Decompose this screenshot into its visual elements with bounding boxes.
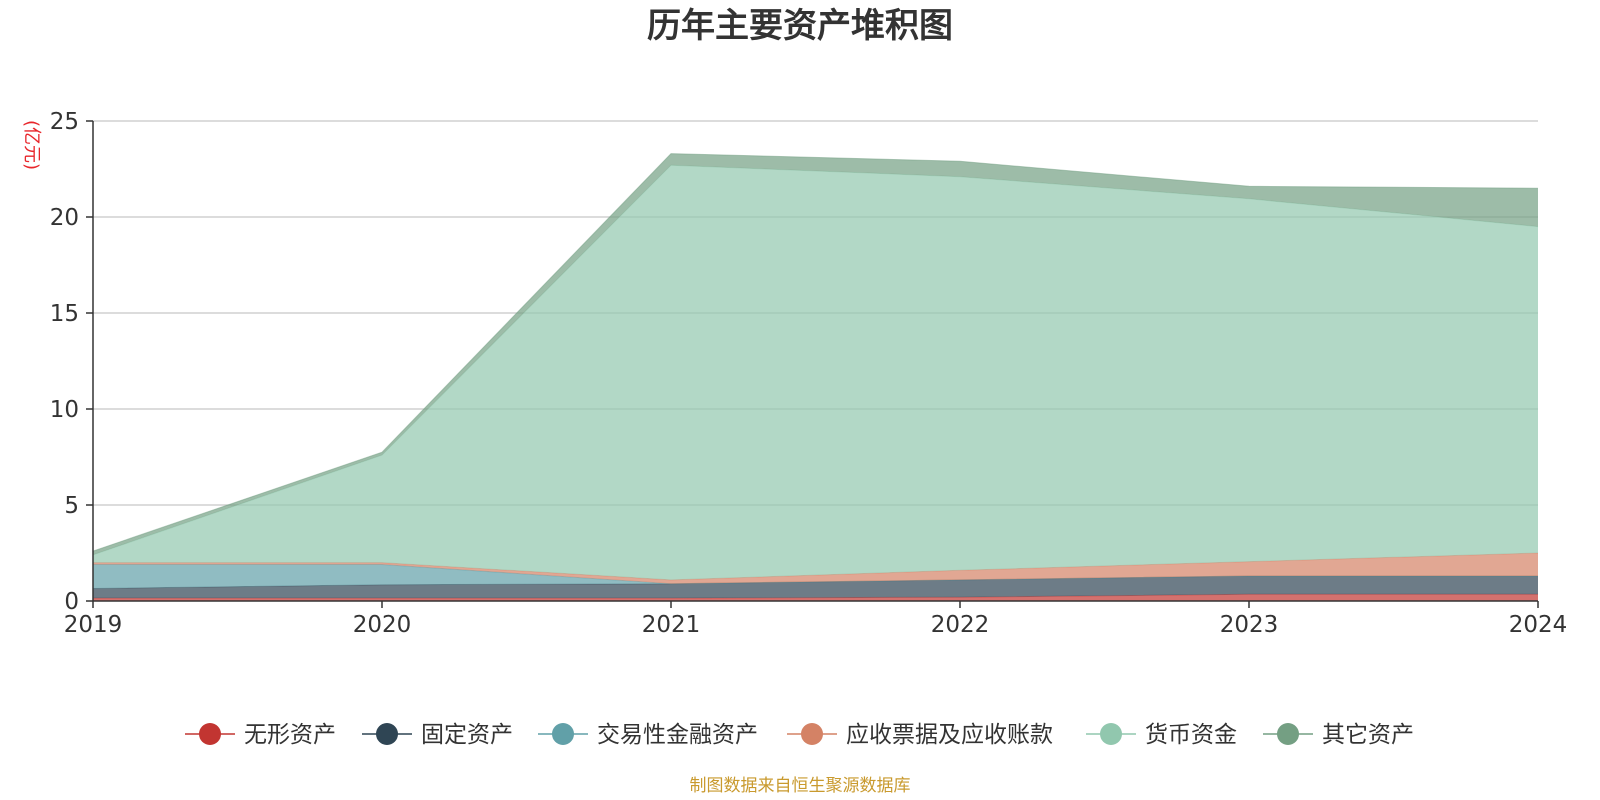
area-series-2: [93, 564, 1538, 589]
x-tick-label: 2022: [931, 612, 990, 638]
legend-marker-3: [801, 723, 823, 745]
x-tick-label: 2023: [1220, 612, 1279, 638]
legend-marker-4: [1100, 723, 1122, 745]
chart-title: 历年主要资产堆积图: [647, 6, 953, 46]
x-tick-label: 2020: [353, 612, 412, 638]
axes: 0 5 10 15 20 25 2019 2020 2021 2022 2023 2024: [50, 109, 1568, 638]
legend-marker-1: [376, 723, 398, 745]
legend-label: 固定资产: [421, 722, 513, 748]
y-tick-label: 5: [64, 493, 79, 519]
y-tick-label: 25: [50, 109, 79, 135]
legend-marker-5: [1277, 723, 1299, 745]
legend-marker-0: [199, 723, 221, 745]
area-series-4: [93, 165, 1538, 580]
y-axis-unit-label: (亿元): [21, 120, 42, 170]
area-series-3: [93, 553, 1538, 584]
area-series-5-edge: [92, 153, 1539, 552]
y-tick-label: 20: [50, 205, 79, 231]
legend-label: 交易性金融资产: [597, 722, 758, 748]
legend-label: 其它资产: [1322, 722, 1414, 748]
y-tick-label: 0: [64, 589, 79, 615]
source-note: 制图数据来自恒生聚源数据库: [690, 776, 911, 796]
x-tick-label: 2019: [64, 612, 123, 638]
area-series-5: [93, 153, 1538, 555]
legend-marker-2: [552, 723, 574, 745]
y-tick-label: 10: [50, 397, 79, 423]
legend: 无形资产 固定资产 交易性金融资产 应收票据及应收账款 货币资金 其它资产: [185, 722, 1414, 748]
legend-label: 无形资产: [244, 722, 336, 748]
x-tick-label: 2021: [642, 612, 701, 638]
y-tick-label: 15: [50, 301, 79, 327]
x-tick-label: 2024: [1509, 612, 1568, 638]
area-series-1: [93, 576, 1538, 599]
legend-label: 应收票据及应收账款: [846, 722, 1053, 748]
series-areas: [92, 153, 1539, 601]
legend-label: 货币资金: [1145, 722, 1237, 748]
